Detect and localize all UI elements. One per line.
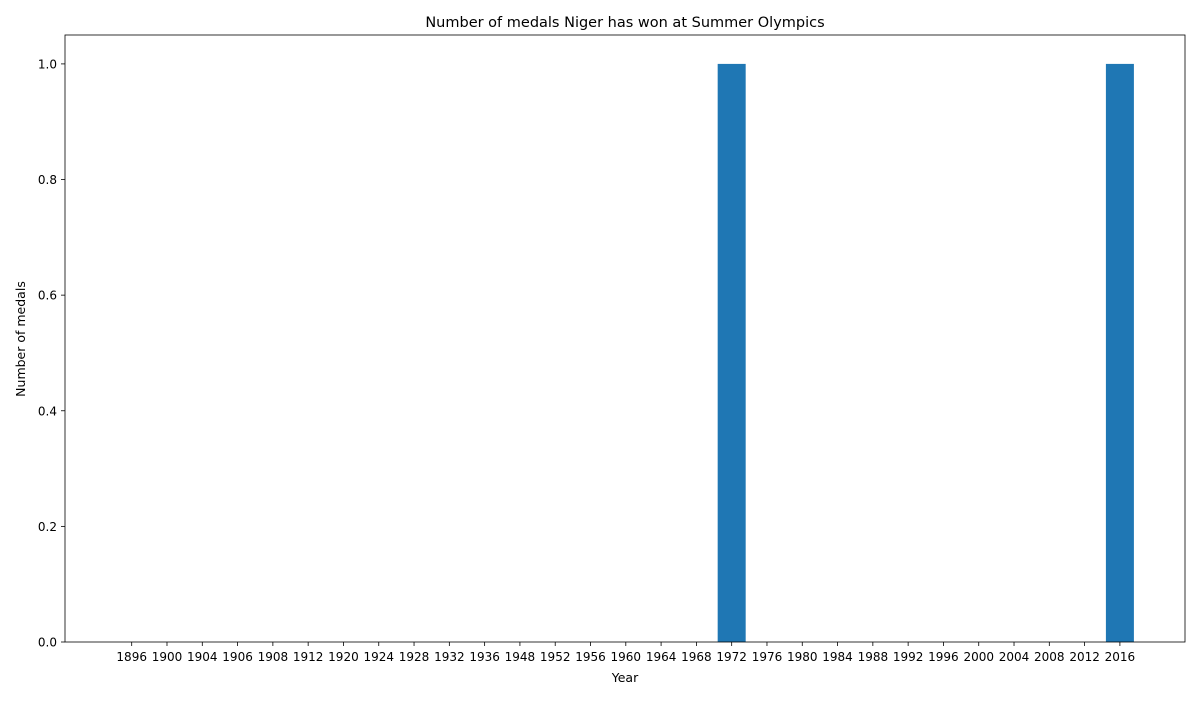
x-tick-label-1912: 1912 — [293, 650, 324, 664]
x-tick-label-1992: 1992 — [893, 650, 924, 664]
x-tick-label-1952: 1952 — [540, 650, 571, 664]
bar-1972 — [717, 63, 746, 642]
chart-title: Number of medals Niger has won at Summer… — [425, 15, 824, 31]
x-tick-label-1960: 1960 — [611, 650, 642, 664]
x-tick-label-1936: 1936 — [469, 650, 500, 664]
x-tick-label-2008: 2008 — [1034, 650, 1065, 664]
x-tick-label-1976: 1976 — [752, 650, 783, 664]
y-axis-label: Number of medals — [13, 281, 28, 397]
x-tick-label-1984: 1984 — [822, 650, 853, 664]
x-tick-label-1964: 1964 — [646, 650, 677, 664]
y-tick-label-0.0: 0.0 — [38, 636, 57, 650]
plot-frame — [64, 34, 1186, 643]
y-tick-label-0.8: 0.8 — [38, 173, 57, 187]
x-tick-label-2000: 2000 — [963, 650, 994, 664]
y-tick-label-0.2: 0.2 — [38, 520, 57, 534]
x-tick-label-1928: 1928 — [399, 650, 430, 664]
x-tick-label-1932: 1932 — [434, 650, 465, 664]
x-tick-label-1904: 1904 — [187, 650, 218, 664]
x-tick-label-2016: 2016 — [1105, 650, 1136, 664]
x-axis-label: Year — [611, 670, 639, 685]
x-tick-label-1948: 1948 — [505, 650, 536, 664]
x-axis-ticks: 1896 1900 1904 1906 1908 1912 1920 1924 1928 1932… — [116, 642, 1135, 664]
bars-group — [717, 63, 1134, 642]
x-tick-label-1920: 1920 — [328, 650, 359, 664]
x-tick-label-1980: 1980 — [787, 650, 818, 664]
bar-2016 — [1105, 63, 1134, 642]
y-tick-label-0.4: 0.4 — [38, 404, 57, 418]
y-tick-label-0.6: 0.6 — [38, 289, 57, 303]
x-tick-label-1996: 1996 — [928, 650, 959, 664]
x-tick-label-2004: 2004 — [999, 650, 1030, 664]
x-tick-label-1896: 1896 — [116, 650, 147, 664]
x-tick-label-1900: 1900 — [152, 650, 183, 664]
y-tick-label-1.0: 1.0 — [38, 57, 57, 71]
x-tick-label-1908: 1908 — [258, 650, 289, 664]
x-tick-label-1924: 1924 — [363, 650, 394, 664]
y-axis-ticks: 0.0 0.2 0.4 0.6 0.8 1.0 — [38, 57, 65, 650]
x-tick-label-1972: 1972 — [716, 650, 747, 664]
x-tick-label-1988: 1988 — [858, 650, 889, 664]
x-tick-label-1906: 1906 — [222, 650, 253, 664]
x-tick-label-1956: 1956 — [575, 650, 606, 664]
x-tick-label-1968: 1968 — [681, 650, 712, 664]
x-tick-label-2012: 2012 — [1069, 650, 1100, 664]
